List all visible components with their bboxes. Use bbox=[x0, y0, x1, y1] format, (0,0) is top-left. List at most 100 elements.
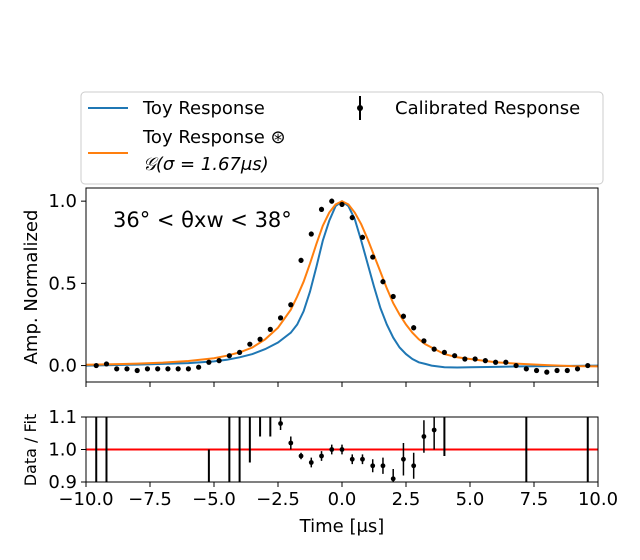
data-point bbox=[308, 231, 314, 237]
x-tick-label: −7.5 bbox=[128, 489, 172, 510]
ratio-point bbox=[329, 444, 335, 455]
data-point bbox=[441, 349, 447, 356]
ratio-point bbox=[390, 469, 396, 482]
ratio-y-tick-label: 1.0 bbox=[48, 440, 77, 461]
ratio-y-tick-label: 0.9 bbox=[48, 472, 77, 493]
data-point bbox=[226, 353, 232, 359]
ratio-point bbox=[298, 452, 304, 460]
data-point bbox=[493, 359, 499, 365]
data-point bbox=[267, 326, 273, 332]
x-tick-label: 5.0 bbox=[456, 489, 485, 510]
main-y-tick-label: 0.0 bbox=[48, 356, 77, 377]
data-point bbox=[574, 366, 581, 372]
data-point bbox=[544, 369, 550, 375]
data-point bbox=[124, 366, 130, 372]
data-point bbox=[564, 367, 570, 374]
ratio-plot-area bbox=[86, 417, 598, 482]
data-point bbox=[523, 366, 529, 372]
main-plot-area bbox=[85, 198, 599, 375]
ratio-panel: 0.9 1.0 1.1 −10.0 −7.5 −5.0 −2.5 0.0 2.5 5.0 7.5 1… bbox=[21, 407, 618, 537]
ratio-x-ticks: −10.0 −7.5 −5.0 −2.5 0.0 2.5 5.0 7.5 10.0 bbox=[58, 482, 618, 510]
main-y-axis-label: Amp. Normalized bbox=[21, 210, 42, 365]
data-point bbox=[318, 206, 325, 212]
main-y-tick-label: 1.0 bbox=[48, 191, 77, 212]
angle-annotation: 36° < θxw < 38° bbox=[113, 208, 292, 232]
data-point bbox=[277, 315, 284, 321]
data-point bbox=[155, 366, 161, 372]
data-point bbox=[585, 362, 591, 369]
data-point bbox=[462, 356, 468, 362]
ratio-point bbox=[431, 417, 437, 450]
data-point bbox=[298, 257, 304, 263]
legend-data-marker bbox=[357, 96, 363, 120]
data-point bbox=[380, 279, 386, 285]
ratio-point bbox=[319, 451, 324, 461]
ratio-point bbox=[308, 457, 314, 468]
x-tick-label: −5.0 bbox=[192, 489, 236, 510]
ratio-y-ticks: 0.9 1.0 1.1 bbox=[48, 407, 86, 493]
x-axis-label: Time [μs] bbox=[299, 516, 385, 537]
legend-conv-label-line2: 𝒢(σ = 1.67μs) bbox=[143, 154, 269, 175]
legend-frame bbox=[80, 91, 604, 185]
data-point bbox=[185, 366, 191, 372]
x-tick-label: −10.0 bbox=[58, 489, 113, 510]
ratio-point bbox=[288, 436, 294, 450]
data-point bbox=[329, 198, 335, 204]
data-point bbox=[216, 358, 222, 364]
data-point bbox=[134, 367, 140, 374]
toy-response-line bbox=[85, 199, 599, 369]
x-tick-label: −2.5 bbox=[256, 489, 300, 510]
ratio-point bbox=[401, 443, 406, 476]
ratio-y-axis-label: Data / Fit bbox=[21, 414, 40, 487]
main-y-ticks: 0.0 0.5 1.0 bbox=[48, 191, 86, 377]
data-point bbox=[431, 346, 437, 352]
data-point bbox=[533, 367, 540, 374]
data-point bbox=[503, 359, 509, 365]
data-point bbox=[390, 293, 396, 300]
data-point bbox=[257, 336, 263, 342]
ratio-point bbox=[349, 454, 355, 465]
ratio-y-tick-label: 1.1 bbox=[48, 407, 77, 428]
x-tick-label: 10.0 bbox=[578, 489, 618, 510]
data-point bbox=[513, 362, 519, 369]
x-tick-label: 2.5 bbox=[392, 489, 421, 510]
legend-data-label: Calibrated Response bbox=[395, 98, 580, 119]
data-point bbox=[237, 349, 243, 356]
data-point bbox=[482, 358, 488, 364]
data-point bbox=[349, 214, 355, 221]
data-point bbox=[339, 201, 345, 208]
data-point bbox=[165, 366, 171, 372]
main-panel: 0.0 0.5 1.0 36° < θxw < 38° Amp. Normalize… bbox=[21, 187, 599, 387]
ratio-point bbox=[421, 420, 427, 453]
legend: Toy Response Toy Response ⊛ 𝒢(σ = 1.67μs… bbox=[80, 91, 604, 185]
data-point bbox=[452, 353, 458, 359]
x-tick-label: 0.0 bbox=[328, 489, 357, 510]
main-y-tick-label: 0.5 bbox=[48, 273, 77, 294]
legend-toy-label: Toy Response bbox=[142, 98, 265, 119]
data-point bbox=[144, 366, 151, 372]
data-point bbox=[411, 325, 417, 331]
ratio-point bbox=[339, 444, 345, 455]
data-point bbox=[196, 364, 202, 370]
ratio-point bbox=[380, 457, 386, 474]
ratio-point bbox=[370, 459, 376, 473]
data-point bbox=[247, 341, 253, 347]
data-point bbox=[370, 254, 376, 260]
data-point bbox=[103, 361, 110, 367]
data-point bbox=[288, 302, 294, 308]
data-point bbox=[472, 356, 478, 362]
main-x-ticks bbox=[85, 382, 599, 387]
ratio-point bbox=[278, 417, 283, 430]
data-point bbox=[175, 366, 181, 372]
data-point bbox=[554, 367, 560, 374]
data-point bbox=[359, 234, 366, 240]
x-tick-label: 7.5 bbox=[520, 489, 549, 510]
legend-conv-label-line1: Toy Response ⊛ bbox=[142, 127, 286, 148]
data-point bbox=[421, 338, 427, 344]
ratio-point bbox=[360, 454, 365, 465]
data-point bbox=[400, 313, 407, 319]
data-point bbox=[93, 362, 99, 369]
data-point bbox=[114, 366, 120, 372]
ratio-point bbox=[411, 452, 417, 479]
